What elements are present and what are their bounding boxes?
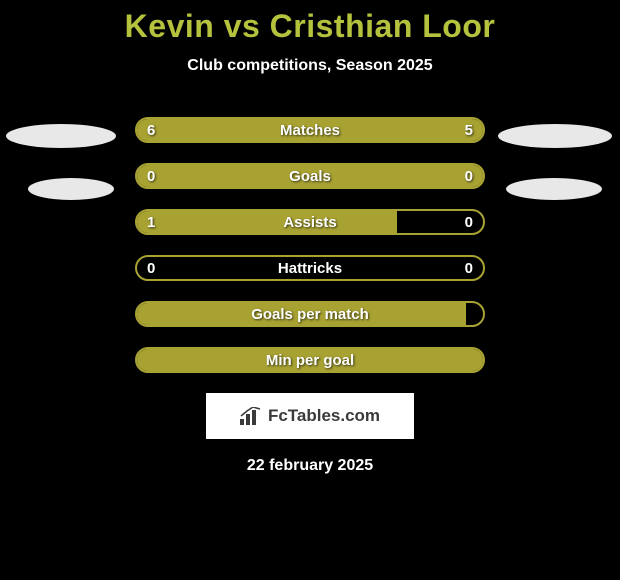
chart-icon [240, 407, 262, 425]
stat-label: Matches [135, 117, 485, 143]
stat-row: Min per goal [135, 347, 485, 373]
date-label: 22 february 2025 [0, 457, 620, 475]
stat-right-value: 0 [465, 255, 473, 281]
player-ellipse [28, 178, 114, 200]
stat-rows: Matches65Goals00Assists10Hattricks00Goal… [0, 117, 620, 373]
stat-label: Hattricks [135, 255, 485, 281]
brand-badge: FcTables.com [206, 393, 414, 439]
player-ellipse [506, 178, 602, 200]
stat-label: Assists [135, 209, 485, 235]
stat-label: Min per goal [135, 347, 485, 373]
player-ellipse [498, 124, 612, 148]
page-title: Kevin vs Cristhian Loor [0, 0, 620, 45]
subtitle: Club competitions, Season 2025 [0, 57, 620, 75]
stat-row: Assists1 0 [135, 209, 485, 235]
stat-label: Goals [135, 163, 485, 189]
stat-label: Goals per match [135, 301, 485, 327]
stat-left-value: 1 [147, 209, 155, 235]
player-ellipse [6, 124, 116, 148]
stat-left-value: 0 [147, 255, 155, 281]
stat-right-value: 5 [465, 117, 473, 143]
stat-row: Matches6 5 [135, 117, 485, 143]
stat-right-value: 0 [465, 209, 473, 235]
stat-row: Hattricks0 0 [135, 255, 485, 281]
stat-left-value: 0 [147, 163, 155, 189]
stat-left-value: 6 [147, 117, 155, 143]
stat-row: Goals0 0 [135, 163, 485, 189]
brand-text: FcTables.com [268, 406, 380, 426]
stat-row: Goals per match [135, 301, 485, 327]
stat-right-value: 0 [465, 163, 473, 189]
